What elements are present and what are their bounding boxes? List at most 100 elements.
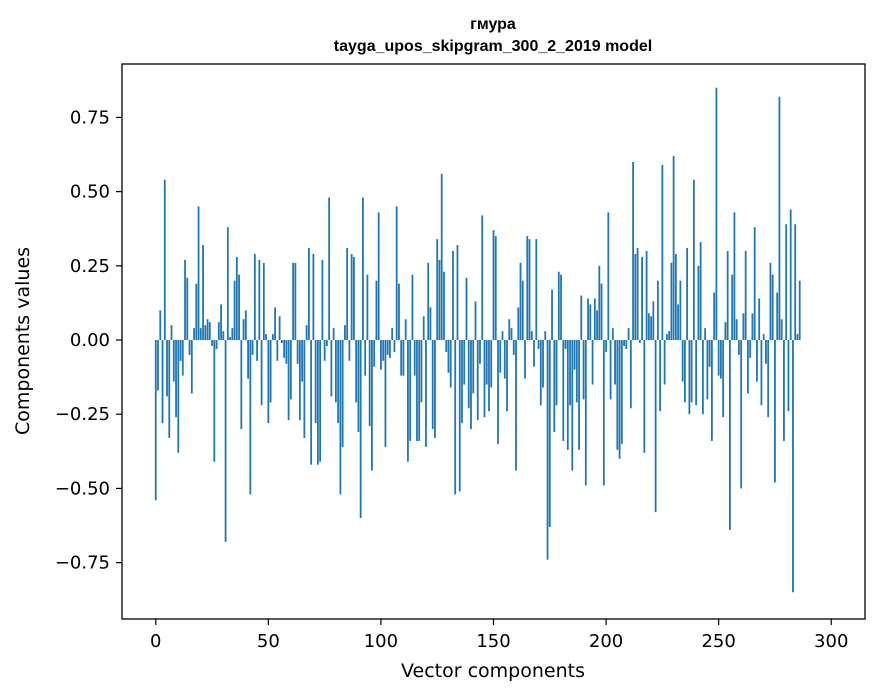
bar xyxy=(749,340,752,358)
bar xyxy=(632,161,634,341)
y-axis-label: Components values xyxy=(12,247,34,435)
bar xyxy=(740,340,743,489)
bar xyxy=(346,248,349,341)
bar xyxy=(398,283,400,341)
bar xyxy=(506,340,508,412)
bar xyxy=(380,340,382,370)
chart-title-line-1: гмура xyxy=(470,16,516,33)
bar xyxy=(332,328,335,341)
bar xyxy=(663,340,666,385)
bar xyxy=(756,340,758,382)
bar xyxy=(368,340,371,427)
bar xyxy=(301,340,304,382)
y-tick-label: 0.75 xyxy=(70,107,110,128)
bar xyxy=(569,340,571,406)
bar xyxy=(557,271,560,341)
bar xyxy=(386,340,389,355)
bar xyxy=(758,298,761,341)
bar xyxy=(166,340,168,397)
bar xyxy=(521,280,524,341)
plot-frame xyxy=(121,63,866,620)
bar xyxy=(391,328,394,341)
bar xyxy=(307,248,310,341)
bar xyxy=(553,340,556,433)
bar xyxy=(560,274,562,341)
bar xyxy=(371,340,373,471)
bar xyxy=(402,340,405,376)
bar xyxy=(722,340,725,418)
bar xyxy=(350,253,353,341)
bar xyxy=(222,331,225,341)
bar xyxy=(571,340,574,471)
bar xyxy=(285,340,288,364)
bar xyxy=(614,340,616,385)
bar xyxy=(233,280,236,341)
bar xyxy=(546,340,549,560)
x-tick-label: 100 xyxy=(364,631,398,652)
bar xyxy=(661,164,664,341)
bar xyxy=(294,262,297,341)
bar xyxy=(474,301,477,341)
bar xyxy=(389,340,391,358)
bar xyxy=(535,239,538,341)
y-axis-ticks: 0.75 0.50 0.25 0.00 −0.25 −0.50 −0.75 xyxy=(55,107,122,574)
bar xyxy=(413,340,416,376)
bar xyxy=(436,239,439,341)
bar xyxy=(454,340,457,495)
bar xyxy=(690,340,693,403)
bar xyxy=(226,227,229,341)
bar xyxy=(240,340,243,430)
bar xyxy=(339,340,342,495)
bar xyxy=(382,340,385,361)
bar xyxy=(357,340,360,433)
bar xyxy=(328,197,331,341)
bar xyxy=(656,280,659,341)
bar xyxy=(319,340,322,462)
bar xyxy=(609,340,612,400)
bar xyxy=(566,340,569,450)
bar xyxy=(580,295,583,341)
bar xyxy=(235,256,238,341)
bar xyxy=(159,310,162,341)
bar xyxy=(515,340,517,471)
bar xyxy=(251,340,254,355)
bar xyxy=(562,340,565,441)
x-tick-label: 0 xyxy=(150,631,161,652)
bar xyxy=(395,206,398,341)
bar xyxy=(229,337,231,341)
bar xyxy=(429,307,432,341)
bar xyxy=(596,310,598,341)
bar xyxy=(647,313,650,341)
bar xyxy=(193,328,195,341)
bar xyxy=(310,340,313,465)
bar xyxy=(762,334,765,341)
bar xyxy=(726,250,729,341)
bar xyxy=(334,340,337,403)
bar xyxy=(708,340,711,367)
bar xyxy=(688,340,691,415)
bar xyxy=(449,340,452,388)
bar xyxy=(447,340,450,373)
bar xyxy=(170,325,173,341)
bar xyxy=(154,340,157,501)
bar xyxy=(211,340,213,346)
bar xyxy=(197,206,200,341)
bar xyxy=(625,340,628,349)
bar xyxy=(296,340,299,364)
bar xyxy=(337,340,340,424)
bar xyxy=(733,212,736,341)
bar xyxy=(497,340,499,444)
bar xyxy=(573,340,576,370)
bar xyxy=(204,325,207,341)
bar xyxy=(555,340,558,406)
bar xyxy=(172,340,175,382)
bar xyxy=(607,212,610,341)
bar xyxy=(190,340,193,394)
bar xyxy=(323,340,326,361)
bar xyxy=(605,340,607,352)
bar xyxy=(470,340,472,430)
bar xyxy=(425,340,427,447)
bar xyxy=(578,340,580,450)
bar xyxy=(720,340,722,379)
